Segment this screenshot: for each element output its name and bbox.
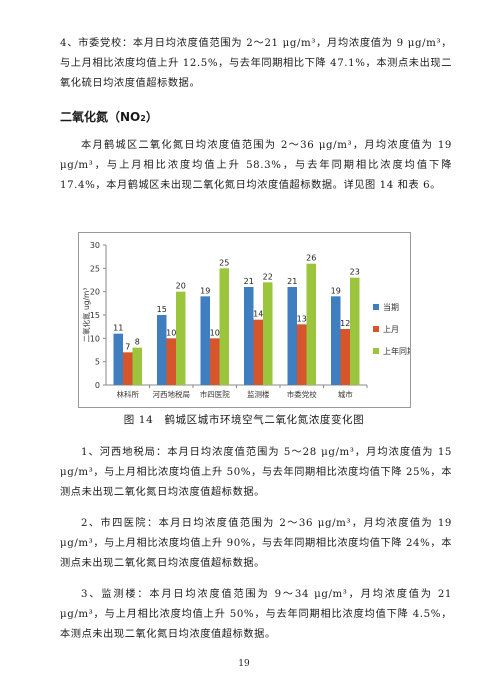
bar	[253, 319, 263, 385]
x-tick-label: 监测楼	[247, 389, 270, 399]
bar	[263, 282, 273, 385]
bar	[244, 287, 254, 385]
bar	[219, 268, 229, 385]
paragraph-hexi-dishuiju: 1、河西地税局：本月日均浓度值范围为 5～28 μg/m³，月均浓度值为 15 …	[60, 447, 452, 498]
legend-swatch	[373, 304, 379, 310]
y-tick-label: 15	[90, 311, 100, 320]
y-axis-title: 二氧化氮 ug/m³	[81, 288, 91, 343]
bar	[123, 352, 133, 385]
legend-label: 上年同期	[383, 346, 410, 356]
bar	[210, 338, 220, 385]
figure-caption: 图 14 鹤城区城市环境空气二氧化氮浓度变化图	[123, 414, 365, 426]
legend-label: 当期	[383, 302, 399, 312]
data-label: 23	[350, 268, 360, 277]
no2-bar-chart: 0 5 10 15 20 25 30 二氧化氮 ug/m³ 11 7 8 林科所 15 10 20 河西地税局…	[78, 232, 415, 408]
data-label: 8	[135, 338, 140, 347]
bar	[297, 324, 307, 385]
paragraph-shisi-yiyuan: 2、市四医院：本月日均浓度值范围为 2～36 μg/m³，月均浓度值为 19 μ…	[60, 518, 452, 569]
bar	[132, 347, 142, 385]
y-tick-label: 5	[95, 358, 100, 367]
data-label: 22	[263, 272, 273, 281]
data-label: 11	[113, 324, 123, 333]
bar	[350, 277, 360, 385]
data-label: 19	[331, 286, 341, 295]
x-tick-label: 市委党校	[287, 389, 317, 399]
paragraph-no2-summary: 本月鹤城区二氧化氮日均浓度值范围为 2～36 μg/m³，月均浓度值为 19 μ…	[60, 140, 452, 191]
page-number: 19	[238, 659, 250, 669]
y-tick-label: 25	[90, 264, 100, 273]
y-tick-label: 10	[90, 334, 100, 343]
data-label: 14	[253, 310, 263, 319]
x-tick-label: 市四医院	[200, 389, 230, 399]
data-label: 13	[297, 314, 307, 323]
bar	[331, 296, 341, 385]
data-label: 26	[306, 254, 316, 263]
bar	[200, 296, 210, 385]
legend-swatch	[373, 348, 379, 354]
bar	[340, 329, 350, 385]
heading-subscript: 2	[140, 114, 146, 123]
paragraph-jiancelou: 3、监测楼：本月日均浓度值范围为 9～34 μg/m³，月均浓度值为 21 μg…	[60, 589, 452, 640]
legend-swatch	[373, 326, 379, 332]
data-label: 21	[244, 277, 254, 286]
bar	[166, 338, 176, 385]
data-label: 21	[287, 277, 297, 286]
bar	[306, 263, 316, 385]
data-label: 10	[166, 328, 176, 337]
bar	[113, 333, 123, 385]
paragraph-shiwei-dangxiao: 4、市委党校：本月日均浓度值范围为 2～21 μg/m³，月均浓度值为 9 μg…	[60, 38, 452, 89]
heading-close: ）	[145, 110, 158, 124]
bar	[287, 287, 297, 385]
x-tick-label: 河西地税局	[153, 389, 191, 399]
x-tick-label: 林科所	[117, 389, 140, 399]
data-label: 25	[219, 258, 229, 267]
y-tick-label: 30	[90, 241, 100, 250]
data-label: 7	[125, 342, 130, 351]
bar	[176, 291, 186, 385]
data-label: 12	[340, 319, 350, 328]
x-tick-label: 城市	[338, 389, 353, 399]
legend-label: 上月	[383, 325, 399, 334]
data-label: 20	[176, 282, 186, 291]
data-label: 19	[200, 286, 210, 295]
heading-text: 二氧化氮（NO	[60, 110, 141, 124]
y-tick-label: 20	[90, 288, 100, 297]
y-tick-label: 0	[95, 381, 100, 390]
data-label: 15	[157, 305, 167, 314]
section-heading-no2: 二氧化氮（NO2）	[60, 108, 158, 125]
data-label: 10	[210, 328, 220, 337]
bar	[157, 315, 167, 385]
